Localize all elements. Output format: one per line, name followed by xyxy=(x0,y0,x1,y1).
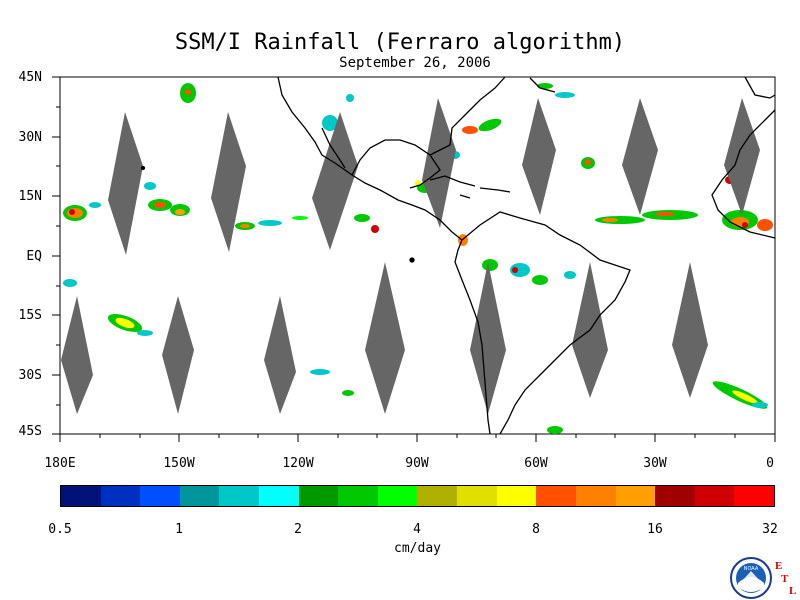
noaa-logo-text: NOAA xyxy=(744,566,759,572)
lon-label-150w: 150W xyxy=(163,456,195,471)
map-frame xyxy=(59,76,776,435)
swath-gaps xyxy=(61,98,760,414)
etl-letter-t: T xyxy=(781,573,789,585)
colorbar-swatch xyxy=(140,486,180,506)
lat-label-45n: 45N xyxy=(18,70,42,85)
colorbar-swatch xyxy=(179,486,220,506)
colorbar-swatch xyxy=(298,486,339,506)
lon-label-180e: 180E xyxy=(44,456,76,471)
colorbar-swatch xyxy=(100,486,141,506)
colorbar-swatch xyxy=(61,486,101,506)
colorbar-swatch xyxy=(734,486,774,506)
noaa-logo-icon: NOAA xyxy=(730,557,772,599)
colorbar-tick-4: 4 xyxy=(413,522,421,537)
lat-label-30n: 30N xyxy=(18,130,42,145)
colorbar xyxy=(60,485,775,507)
colorbar-swatch xyxy=(417,486,458,506)
lon-label-90w: 90W xyxy=(405,456,429,471)
etl-letter-l: L xyxy=(789,585,797,597)
axis-ticks xyxy=(52,76,776,442)
colorbar-tick-2: 2 xyxy=(294,522,302,537)
lon-label-30w: 30W xyxy=(643,456,667,471)
etl-letter-e: E xyxy=(775,560,783,572)
colorbar-swatch xyxy=(694,486,735,506)
colorbar-swatch xyxy=(338,486,378,506)
colorbar-swatch xyxy=(457,486,497,506)
lat-label-eq: EQ xyxy=(26,249,42,264)
lat-label-15n: 15N xyxy=(18,189,42,204)
coastlines xyxy=(140,76,776,435)
lat-label-45s: 45S xyxy=(18,424,42,439)
lon-label-0: 0 xyxy=(766,456,774,471)
lon-label-60w: 60W xyxy=(524,456,548,471)
colorbar-swatch xyxy=(536,486,576,506)
colorbar-tick-16: 16 xyxy=(647,522,663,537)
lat-label-15s: 15S xyxy=(18,308,42,323)
colorbar-swatch xyxy=(259,486,299,506)
rainfall-map xyxy=(52,76,776,442)
map-subtitle: September 26, 2006 xyxy=(339,55,491,71)
colorbar-swatch xyxy=(655,486,695,506)
rain-areas xyxy=(63,83,773,434)
colorbar-tick-32: 32 xyxy=(762,522,778,537)
colorbar-tick-8: 8 xyxy=(532,522,540,537)
colorbar-swatch xyxy=(219,486,260,506)
map-title: SSM/I Rainfall (Ferraro algorithm) xyxy=(174,30,626,55)
colorbar-swatch xyxy=(377,486,418,506)
colorbar-units: cm/day xyxy=(394,541,441,556)
colorbar-tick-1: 1 xyxy=(175,522,183,537)
colorbar-swatch xyxy=(615,486,656,506)
lat-label-30s: 30S xyxy=(18,368,42,383)
lon-label-120w: 120W xyxy=(282,456,314,471)
colorbar-tick-0.5: 0.5 xyxy=(48,522,72,537)
colorbar-swatch xyxy=(496,486,537,506)
colorbar-swatch xyxy=(575,486,616,506)
